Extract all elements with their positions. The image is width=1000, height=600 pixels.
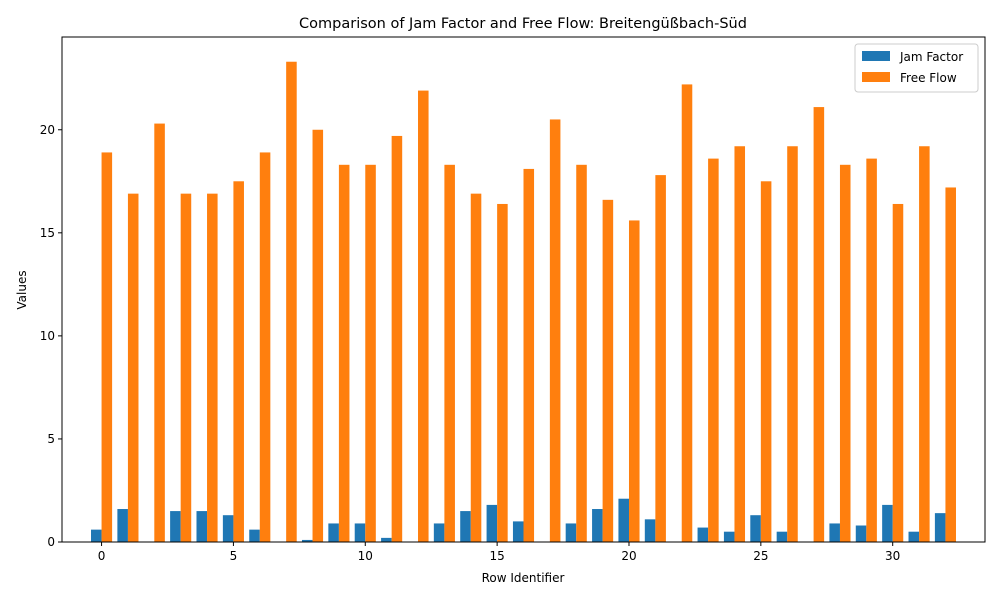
bar-free-flow-6 bbox=[259, 152, 271, 542]
bar-free-flow-19 bbox=[602, 199, 614, 542]
chart-title: Comparison of Jam Factor and Free Flow: … bbox=[299, 16, 747, 32]
bar-jam-factor-3 bbox=[170, 511, 181, 542]
bar-jam-factor-25 bbox=[750, 515, 761, 542]
x-tick-label-10: 10 bbox=[358, 549, 373, 563]
bar-free-flow-14 bbox=[470, 193, 482, 542]
x-tick-label-30: 30 bbox=[885, 549, 900, 563]
bar-jam-factor-20 bbox=[618, 498, 629, 542]
bar-free-flow-4 bbox=[207, 193, 218, 542]
bar-jam-factor-10 bbox=[354, 523, 366, 542]
bar-jam-factor-18 bbox=[565, 523, 577, 542]
x-axis-label: Row Identifier bbox=[482, 571, 565, 585]
bar-free-flow-22 bbox=[681, 84, 693, 542]
y-tick-label-10: 10 bbox=[40, 329, 55, 343]
bar-jam-factor-28 bbox=[829, 523, 840, 542]
bar-free-flow-17 bbox=[549, 119, 561, 542]
bar-free-flow-31 bbox=[919, 146, 930, 543]
bar-jam-factor-5 bbox=[222, 515, 234, 542]
bar-jam-factor-32 bbox=[934, 513, 946, 542]
bar-jam-factor-0 bbox=[91, 529, 102, 542]
x-tick-label-15: 15 bbox=[489, 549, 504, 563]
bar-jam-factor-1 bbox=[117, 509, 128, 542]
bar-free-flow-29 bbox=[866, 158, 877, 543]
legend-label-jam-factor: Jam Factor bbox=[899, 50, 963, 64]
bar-free-flow-12 bbox=[418, 90, 429, 542]
bar-jam-factor-14 bbox=[460, 511, 471, 542]
bar-jam-factor-15 bbox=[486, 504, 498, 542]
bar-free-flow-8 bbox=[312, 129, 324, 542]
legend-swatch-free-flow bbox=[862, 72, 890, 82]
bar-free-flow-18 bbox=[576, 164, 587, 543]
bar-jam-factor-26 bbox=[776, 531, 788, 542]
y-tick-label-15: 15 bbox=[40, 226, 55, 240]
bar-jam-factor-31 bbox=[908, 531, 920, 542]
bar-free-flow-2 bbox=[154, 123, 165, 542]
bar-free-flow-26 bbox=[787, 146, 798, 543]
bar-free-flow-32 bbox=[945, 187, 956, 542]
y-axis-ticks: 0 5 10 15 20 bbox=[40, 123, 62, 549]
bar-free-flow-10 bbox=[365, 164, 376, 543]
bar-free-flow-9 bbox=[338, 164, 350, 543]
bar-free-flow-16 bbox=[523, 168, 535, 543]
bar-jam-factor-4 bbox=[196, 511, 208, 542]
bar-jam-factor-24 bbox=[723, 531, 735, 542]
bar-free-flow-1 bbox=[127, 193, 139, 542]
bar-jam-factor-11 bbox=[381, 537, 392, 542]
bar-free-flow-27 bbox=[813, 107, 825, 542]
bar-free-flow-21 bbox=[655, 175, 666, 542]
bar-free-flow-3 bbox=[180, 193, 192, 542]
bar-free-flow-7 bbox=[286, 61, 297, 542]
bar-jam-factor-13 bbox=[433, 523, 445, 542]
bar-jam-factor-21 bbox=[644, 519, 656, 542]
bar-free-flow-28 bbox=[839, 164, 851, 543]
bar-free-flow-11 bbox=[391, 135, 403, 542]
y-tick-label-20: 20 bbox=[40, 123, 55, 137]
y-axis-label: Values bbox=[15, 270, 29, 309]
legend-swatch-jam-factor bbox=[862, 51, 890, 61]
bar-free-flow-5 bbox=[233, 181, 244, 543]
bar-jam-factor-6 bbox=[249, 529, 260, 542]
bar-free-flow-15 bbox=[497, 203, 508, 542]
bar-free-flow-25 bbox=[760, 181, 772, 543]
plot-area-frame bbox=[61, 36, 986, 543]
x-tick-label-25: 25 bbox=[753, 549, 768, 563]
bar-jam-factor-8 bbox=[301, 539, 313, 542]
bar-free-flow-23 bbox=[708, 158, 719, 543]
bar-jam-factor-16 bbox=[512, 521, 524, 542]
bar-jam-factor-29 bbox=[855, 525, 867, 542]
bar-free-flow-30 bbox=[892, 203, 904, 542]
x-tick-label-0: 0 bbox=[98, 549, 106, 563]
x-tick-label-5: 5 bbox=[230, 549, 238, 563]
legend-label-free-flow: Free Flow bbox=[900, 71, 957, 85]
bar-free-flow-13 bbox=[444, 164, 455, 543]
bar-free-flow-24 bbox=[734, 146, 746, 543]
bar-jam-factor-19 bbox=[592, 509, 603, 542]
x-tick-label-20: 20 bbox=[621, 549, 636, 563]
bar-jam-factor-9 bbox=[328, 523, 339, 542]
bars-group bbox=[91, 61, 956, 543]
legend: Jam Factor Free Flow bbox=[854, 43, 979, 93]
bar-jam-factor-30 bbox=[882, 504, 893, 542]
bar-jam-factor-23 bbox=[697, 527, 709, 542]
x-axis-ticks: 0 5 10 15 20 25 30 bbox=[98, 542, 900, 563]
bar-free-flow-20 bbox=[628, 220, 640, 542]
bar-free-flow-0 bbox=[101, 152, 113, 542]
y-tick-label-5: 5 bbox=[47, 432, 55, 446]
y-tick-label-0: 0 bbox=[47, 535, 55, 549]
